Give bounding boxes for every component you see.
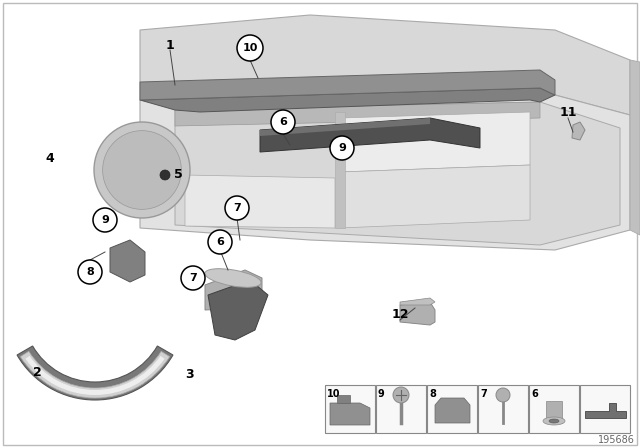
Polygon shape [175,102,540,126]
Text: 11: 11 [559,105,577,119]
Text: 10: 10 [327,389,340,399]
Text: 12: 12 [391,309,409,322]
Polygon shape [340,165,530,228]
Polygon shape [260,118,430,136]
Wedge shape [26,356,164,395]
Bar [478,385,528,433]
Circle shape [225,196,249,220]
Polygon shape [110,240,145,282]
Ellipse shape [205,269,261,287]
Text: 8: 8 [429,389,436,399]
Polygon shape [330,403,370,425]
Text: 10: 10 [243,43,258,53]
Bar [427,385,477,433]
Polygon shape [435,398,470,423]
Text: 7: 7 [189,273,197,283]
Polygon shape [630,60,640,235]
Circle shape [330,136,354,160]
Circle shape [237,35,263,61]
Polygon shape [208,280,268,340]
Text: 9: 9 [338,143,346,153]
Text: 9: 9 [378,389,385,399]
Text: 195686: 195686 [598,435,635,445]
Polygon shape [140,82,630,250]
Polygon shape [337,395,350,403]
Circle shape [160,170,170,180]
Circle shape [93,208,117,232]
Circle shape [78,260,102,284]
Text: 7: 7 [480,389,487,399]
Polygon shape [205,270,262,310]
Polygon shape [140,70,555,100]
Ellipse shape [549,419,559,423]
Polygon shape [140,15,630,115]
Text: 4: 4 [45,151,54,164]
Circle shape [208,230,232,254]
Bar [325,385,375,433]
Circle shape [271,110,295,134]
Circle shape [496,388,510,402]
Bar [546,401,562,423]
Polygon shape [340,112,530,172]
Wedge shape [17,346,173,400]
Polygon shape [572,122,585,140]
Circle shape [94,122,190,218]
Circle shape [393,387,409,403]
Polygon shape [585,403,626,418]
Text: 5: 5 [173,168,182,181]
Polygon shape [185,175,335,228]
Bar [580,385,630,433]
Polygon shape [335,112,345,228]
Circle shape [181,266,205,290]
Bar [376,385,426,433]
Text: 9: 9 [101,215,109,225]
Polygon shape [175,102,620,245]
Text: 6: 6 [531,389,538,399]
Polygon shape [260,118,480,152]
Text: 6: 6 [216,237,224,247]
Polygon shape [140,88,555,112]
Text: 8: 8 [86,267,94,277]
Text: 1: 1 [166,39,174,52]
Polygon shape [400,298,435,305]
Polygon shape [400,302,435,325]
Wedge shape [20,351,170,398]
Text: 2: 2 [33,366,42,379]
Text: 7: 7 [233,203,241,213]
Ellipse shape [543,417,565,425]
Circle shape [102,131,181,209]
Text: 3: 3 [186,369,195,382]
Text: 6: 6 [279,117,287,127]
Bar [529,385,579,433]
